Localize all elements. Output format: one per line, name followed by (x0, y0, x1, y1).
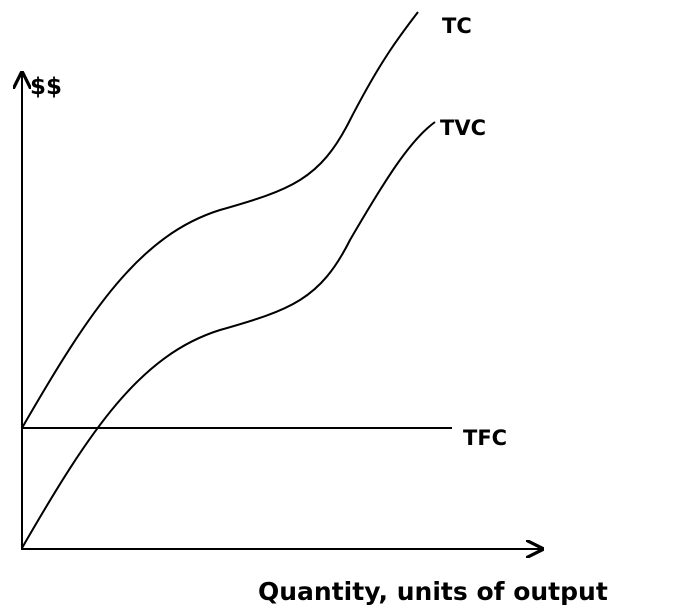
y-axis-label: $$ (30, 74, 62, 100)
x-axis-label: Quantity, units of output (258, 577, 608, 606)
tvc-curve (21, 121, 436, 549)
tvc-label: TVC (440, 116, 486, 140)
tfc-label: TFC (463, 426, 507, 450)
tc-curve (21, 11, 419, 429)
tc-label: TC (442, 14, 472, 38)
